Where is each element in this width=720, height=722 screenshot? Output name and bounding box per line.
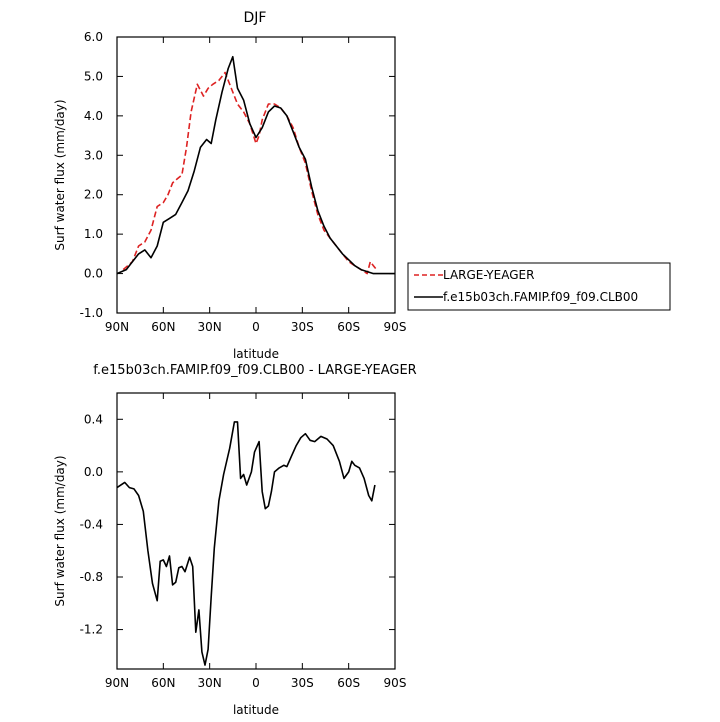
top-x-tick-label: 90N [105,320,129,334]
bottom-series-line-difference [116,421,376,666]
top-plot-frame [116,36,396,314]
top-y-tick-label: 4.0 [84,109,103,123]
top-y-axis-label: Surf water flux (mm/day) [53,99,67,250]
top-x-ticks: 90N 60N 30N 0 30S 60S 90S [105,37,407,334]
bottom-x-tick-label: 0 [252,676,260,690]
top-y-tick-label: 5.0 [84,69,103,83]
top-y-tick-label: 1.0 [84,227,103,241]
top-y-tick-label: -1.0 [80,306,103,320]
bottom-y-axis-label: Surf water flux (mm/day) [53,455,67,606]
top-series-line-f-e15b03ch-famip-f09-f09-clb00 [116,55,395,275]
top-x-tick-label: 60S [337,320,360,334]
top-x-axis-label: latitude [233,347,279,361]
bottom-y-tick-label: 0.4 [84,412,103,426]
top-chart-title: DJF [244,10,267,26]
top-x-tick-label: 90S [384,320,407,334]
top-y-ticks: -1.0 0.0 1.0 2.0 3.0 4.0 5.0 6.0 [80,30,395,320]
bottom-x-tick-label: 90N [105,676,129,690]
bottom-series-lines [116,421,376,666]
bottom-plot-frame [116,392,396,670]
top-y-tick-label: 6.0 [84,30,103,44]
legend: LARGE-YEAGER f.e15b03ch.FAMIP.f09_f09.CL… [407,262,671,311]
bottom-x-tick-label: 60S [337,676,360,690]
legend-label-model: f.e15b03ch.FAMIP.f09_f09.CLB00 [443,290,638,304]
top-series-lines [116,55,395,275]
top-x-tick-label: 0 [252,320,260,334]
bottom-chart-panel: f.e15b03ch.FAMIP.f09_f09.CLB00 - LARGE-Y… [53,363,417,717]
top-y-tick-label: 3.0 [84,148,103,162]
legend-label-large-yeager: LARGE-YEAGER [443,268,534,282]
legend-box [407,262,671,311]
bottom-x-tick-label: 30S [291,676,314,690]
top-y-tick-label: 0.0 [84,267,103,281]
bottom-y-tick-label: -0.4 [80,517,103,531]
bottom-y-tick-label: -0.8 [80,570,103,584]
bottom-x-tick-label: 30N [198,676,222,690]
top-chart-panel: DJF 90N 60N 30N 0 30S 60S 90S -1.0 0.0 1.0 2.0 3.0… [53,10,406,361]
top-series-line-large-yeager [122,71,378,275]
top-x-tick-label: 30S [291,320,314,334]
bottom-x-tick-label: 90S [384,676,407,690]
top-x-tick-label: 60N [151,320,175,334]
bottom-chart-title: f.e15b03ch.FAMIP.f09_f09.CLB00 - LARGE-Y… [93,363,416,378]
bottom-y-tick-label: 0.0 [84,465,103,479]
bottom-y-tick-label: -1.2 [80,623,103,637]
top-x-tick-label: 30N [198,320,222,334]
bottom-x-ticks: 90N 60N 30N 0 30S 60S 90S [105,393,407,690]
top-y-tick-label: 2.0 [84,188,103,202]
bottom-x-axis-label: latitude [233,703,279,717]
bottom-y-ticks: -1.2 -0.8 -0.4 0.0 0.4 [80,412,395,637]
bottom-x-tick-label: 60N [151,676,175,690]
